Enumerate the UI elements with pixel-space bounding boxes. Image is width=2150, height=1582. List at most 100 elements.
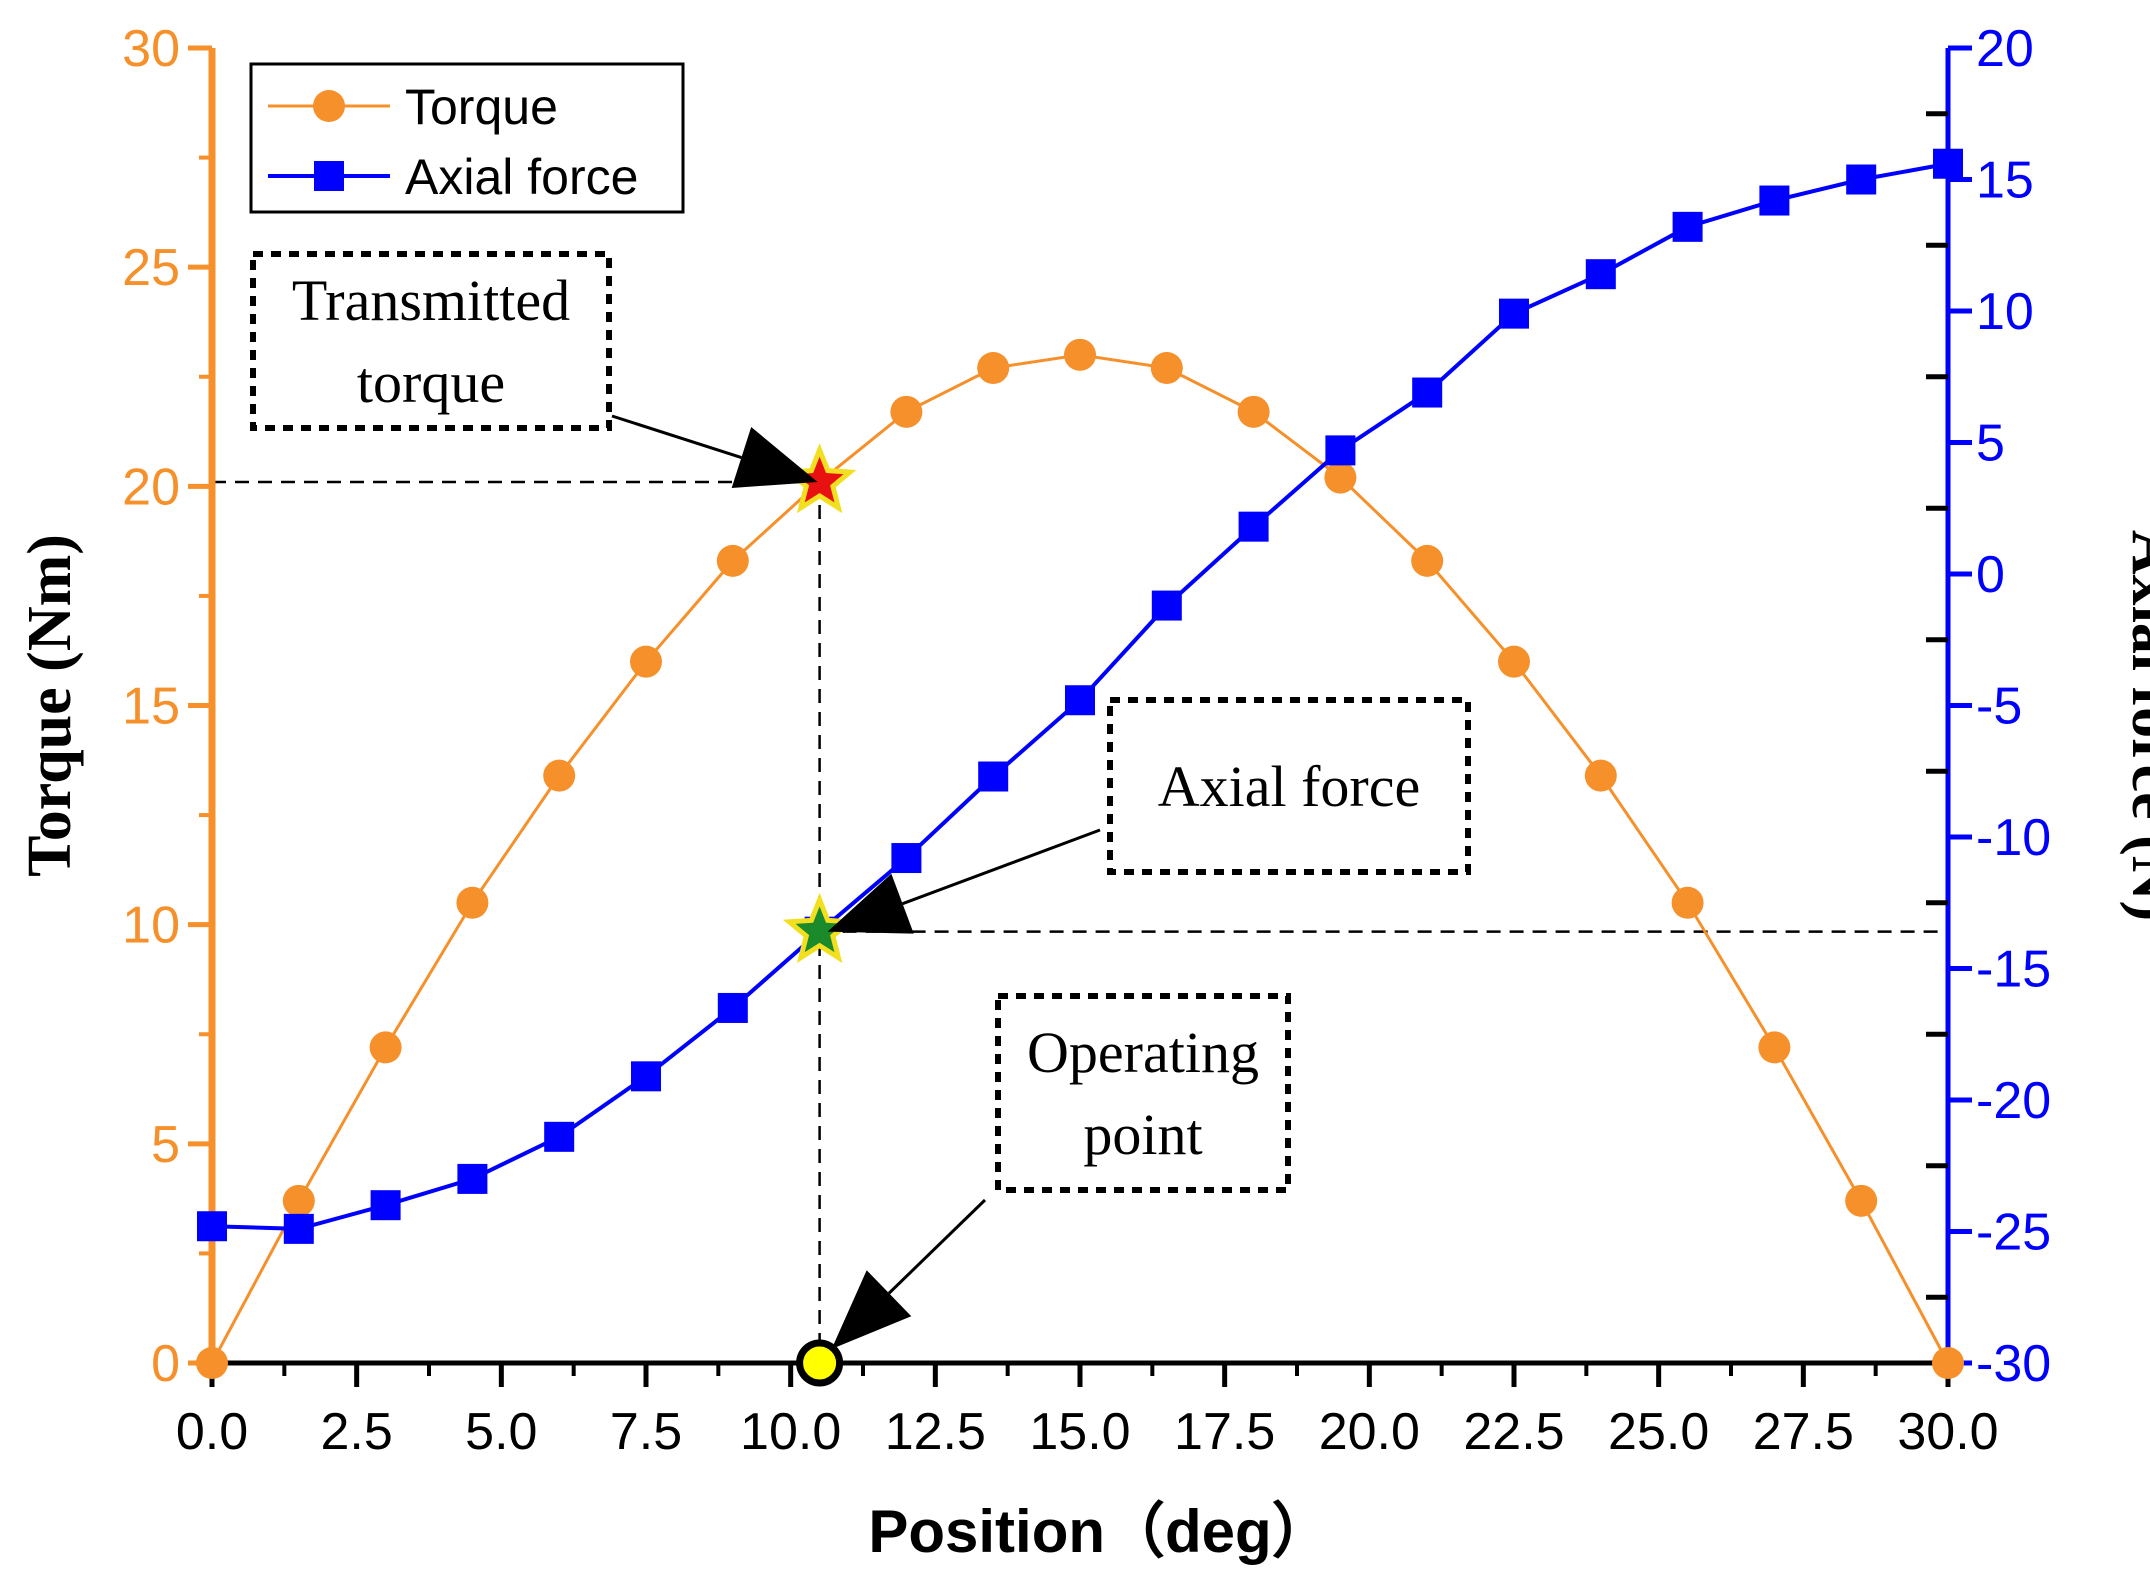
x-tick-label: 20.0: [1319, 1403, 1420, 1461]
axial-force-point: [1151, 590, 1182, 621]
left-y-tick-label: 5: [151, 1116, 180, 1174]
axial-force-point: [891, 843, 922, 874]
legend-torque-marker: [313, 90, 345, 122]
axial-force-point: [370, 1190, 401, 1221]
right-y-tick-label: -20: [1976, 1072, 2051, 1130]
x-tick-label: 2.5: [321, 1403, 393, 1461]
torque-point: [1237, 395, 1270, 428]
axial-force-point: [1238, 511, 1269, 542]
x-tick-label: 30.0: [1897, 1403, 1998, 1461]
operating-point-label: Operating point: [995, 993, 1291, 1193]
axial-force-point: [197, 1211, 227, 1242]
operating-point-label-text: point: [1083, 1102, 1202, 1167]
legend-axial-label: Axial force: [405, 149, 638, 205]
torque-point: [1411, 544, 1444, 577]
x-tick-label: 15.0: [1029, 1403, 1130, 1461]
transmitted-torque-label: Transmitted torque: [250, 251, 612, 431]
torque-point: [716, 544, 749, 577]
axial-force-point: [1933, 148, 1963, 179]
transmitted-torque-label-border: [250, 251, 612, 431]
torque-point: [1671, 886, 1704, 919]
legend-torque-label: Torque: [405, 79, 558, 135]
torque-point: [282, 1184, 315, 1217]
right-y-tick-label: 15: [1976, 152, 2034, 210]
right-y-tick-label: -15: [1976, 941, 2051, 999]
axial-force-arrow-shaft: [902, 828, 1101, 906]
left-y-tick-label: 30: [122, 20, 180, 78]
x-tick-label: 17.5: [1174, 1403, 1275, 1461]
x-tick-label: 12.5: [885, 1403, 986, 1461]
operating-point-arrow-shaft: [887, 1198, 987, 1295]
axial-force-point: [717, 992, 748, 1023]
axial-force-point: [978, 761, 1009, 792]
x-axis-title: Position（deg）: [868, 1498, 1331, 1565]
x-tick-label: 7.5: [610, 1403, 682, 1461]
left-y-tick-label: 20: [122, 458, 180, 516]
axial-force-point: [457, 1163, 488, 1194]
torque-point: [1064, 338, 1096, 371]
x-tick-label: 25.0: [1608, 1403, 1709, 1461]
right-y-tick-label: 5: [1976, 415, 2005, 473]
axial-force-point: [1412, 377, 1443, 408]
axial-force-point: [1065, 685, 1095, 716]
x-tick-label: 0.0: [176, 1403, 248, 1461]
torque-point: [1758, 1031, 1791, 1064]
torque-point: [1150, 351, 1183, 384]
torque-point: [369, 1031, 402, 1064]
torque-point: [456, 886, 489, 919]
operating-point-label-border: [995, 993, 1291, 1193]
torque-point: [1498, 645, 1530, 678]
axial-force-point: [283, 1213, 314, 1244]
x-tick-label: 10.0: [740, 1403, 841, 1461]
right-y-axis-title: Axial force (N): [2119, 530, 2150, 921]
left-y-axis-title: Torque (Nm): [16, 534, 84, 877]
right-y-tick-label: -25: [1976, 1204, 2051, 1262]
axial-force-arrow-head: [827, 873, 914, 934]
right-y-tick-label: -30: [1976, 1335, 2051, 1393]
torque-point: [1324, 461, 1357, 494]
right-y-tick-label: -5: [1976, 678, 2022, 736]
series-line-torque: [210, 353, 1950, 1364]
axes: 0.0 2.5 5.0 7.5 10.0 12.5 15.0 17.5 20.0 22.5 25.0…: [16, 20, 2150, 1565]
axial-force-point: [1499, 298, 1529, 329]
x-tick-label: 22.5: [1463, 1403, 1564, 1461]
guide-lines: [212, 480, 1948, 1363]
axial-force-point: [544, 1121, 575, 1152]
left-y-tick-label: 0: [151, 1335, 180, 1393]
transmitted-torque-label-text: Transmitted: [292, 268, 570, 333]
torque-point: [1845, 1184, 1878, 1217]
operating-point-label-text: Operating: [1027, 1020, 1259, 1085]
transmitted-torque-label-text: torque: [357, 350, 505, 415]
axial-force-label: Axial force: [1107, 697, 1471, 875]
torque-point: [1932, 1347, 1964, 1379]
right-y-tick-label: -10: [1976, 809, 2051, 867]
torque-point: [1584, 759, 1617, 792]
axial-force-point: [1585, 259, 1616, 290]
right-y-tick-label: 20: [1976, 20, 2034, 78]
axial-force-point: [1325, 435, 1356, 466]
axial-force-label-text: Axial force: [1158, 754, 1420, 819]
legend-axial-marker: [314, 161, 344, 191]
left-y-tick-label: 15: [122, 678, 180, 736]
axial-force-label-border: [1107, 697, 1471, 875]
right-y-tick-label: 10: [1976, 283, 2034, 341]
axial-force-point: [631, 1061, 661, 1092]
operating-point-marker: [796, 1339, 844, 1387]
x-tick-label: 5.0: [465, 1403, 537, 1461]
torque-point: [543, 759, 576, 792]
annotations: Transmitted torque Axial force Operating poi…: [250, 251, 1471, 1387]
left-y-tick-label: 10: [122, 897, 180, 955]
axial-force-point: [1759, 185, 1790, 216]
left-y-tick-label: 25: [122, 239, 180, 297]
transmitted-torque-arrow-head: [731, 427, 818, 488]
torque-point: [890, 395, 923, 428]
torque-point: [977, 351, 1010, 384]
transmitted-torque-arrow-shaft: [611, 414, 742, 459]
x-tick-label: 27.5: [1753, 1403, 1854, 1461]
legend: Torque Axial force: [249, 62, 685, 214]
axial-force-point: [1672, 211, 1703, 242]
axial-force-point: [1846, 164, 1877, 195]
torque-point: [196, 1347, 228, 1379]
operating-point-arrow-head: [831, 1270, 912, 1349]
